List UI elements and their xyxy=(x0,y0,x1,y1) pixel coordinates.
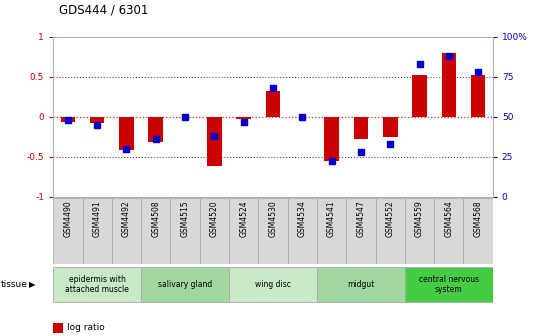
Bar xyxy=(148,117,163,142)
Bar xyxy=(346,198,376,264)
Bar xyxy=(112,198,141,264)
Bar xyxy=(119,117,134,150)
Bar xyxy=(471,75,486,117)
Point xyxy=(210,133,219,139)
Bar xyxy=(207,117,222,166)
Text: GSM4530: GSM4530 xyxy=(268,200,278,237)
Bar xyxy=(141,198,170,264)
Point xyxy=(386,141,395,146)
Text: GSM4508: GSM4508 xyxy=(151,200,160,237)
Bar xyxy=(434,198,464,264)
Text: midgut: midgut xyxy=(347,280,375,289)
Bar xyxy=(265,91,281,117)
Bar xyxy=(441,53,456,117)
Text: GSM4559: GSM4559 xyxy=(415,200,424,237)
Text: GSM4541: GSM4541 xyxy=(327,200,336,237)
Bar xyxy=(82,198,112,264)
Bar xyxy=(141,267,229,302)
Text: GSM4534: GSM4534 xyxy=(298,200,307,237)
Bar xyxy=(464,198,493,264)
Point xyxy=(63,117,72,123)
Bar xyxy=(53,267,141,302)
Text: GSM4515: GSM4515 xyxy=(180,200,190,237)
Text: GSM4524: GSM4524 xyxy=(239,200,248,237)
Point xyxy=(269,85,278,91)
Bar xyxy=(376,198,405,264)
Text: wing disc: wing disc xyxy=(255,280,291,289)
Bar xyxy=(60,117,75,122)
Text: GSM4491: GSM4491 xyxy=(92,200,102,237)
Point xyxy=(180,114,189,120)
Text: log ratio: log ratio xyxy=(67,323,105,332)
Point xyxy=(474,70,483,75)
Point xyxy=(151,136,160,142)
Point xyxy=(122,146,131,151)
Text: GSM4547: GSM4547 xyxy=(356,200,366,237)
Point xyxy=(415,61,424,67)
Text: epidermis with
attached muscle: epidermis with attached muscle xyxy=(65,275,129,294)
Bar xyxy=(53,198,82,264)
Bar xyxy=(353,117,368,139)
Bar xyxy=(288,198,317,264)
Text: GSM4564: GSM4564 xyxy=(444,200,454,237)
Bar xyxy=(229,198,258,264)
Text: GDS444 / 6301: GDS444 / 6301 xyxy=(59,4,148,17)
Point xyxy=(356,149,365,155)
Text: ▶: ▶ xyxy=(29,280,36,289)
Bar xyxy=(317,267,405,302)
Bar xyxy=(258,198,288,264)
Bar xyxy=(412,75,427,117)
Text: GSM4520: GSM4520 xyxy=(210,200,219,237)
Text: tissue: tissue xyxy=(1,280,28,289)
Bar xyxy=(90,117,105,123)
Point xyxy=(445,53,454,59)
Bar xyxy=(170,198,200,264)
Text: GSM4490: GSM4490 xyxy=(63,200,72,237)
Bar xyxy=(405,198,434,264)
Bar xyxy=(405,267,493,302)
Bar xyxy=(200,198,229,264)
Bar xyxy=(324,117,339,161)
Point xyxy=(298,114,307,120)
Text: salivary gland: salivary gland xyxy=(158,280,212,289)
Text: GSM4568: GSM4568 xyxy=(474,200,483,237)
Text: GSM4492: GSM4492 xyxy=(122,200,131,237)
Bar xyxy=(229,267,317,302)
Bar xyxy=(236,117,251,119)
Text: GSM4552: GSM4552 xyxy=(386,200,395,237)
Point xyxy=(327,159,336,164)
Text: central nervous
system: central nervous system xyxy=(419,275,479,294)
Point xyxy=(239,119,248,124)
Bar xyxy=(317,198,346,264)
Point xyxy=(93,122,102,127)
Bar xyxy=(383,117,398,137)
